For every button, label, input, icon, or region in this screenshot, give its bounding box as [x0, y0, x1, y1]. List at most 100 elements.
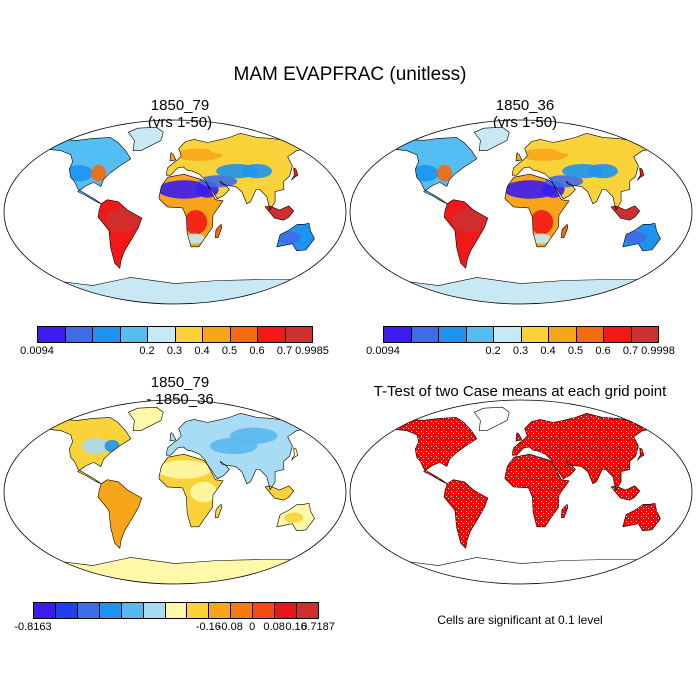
map-border [349, 119, 693, 305]
map-panel-1 [3, 119, 347, 305]
coastline [504, 173, 570, 248]
coastline [637, 447, 645, 461]
coastline [158, 173, 224, 248]
field-region [456, 234, 471, 251]
panel2-title-line2: (yrs 1-50) [492, 114, 558, 131]
significance-note: Cells are significant at 0.1 level [437, 613, 603, 627]
land-region [561, 224, 568, 238]
coastline [291, 167, 299, 181]
field-region [105, 207, 141, 233]
land-region [44, 557, 306, 584]
coastline [511, 132, 655, 211]
field-region [66, 164, 93, 182]
panel1-colorbar-box [257, 326, 286, 343]
coastline [43, 557, 307, 584]
field-region [520, 148, 569, 161]
coastline [264, 485, 295, 501]
field-region [157, 460, 211, 479]
panel3-colorbar-box [33, 602, 56, 619]
panel1-title-line2: (yrs 1-50) [147, 114, 213, 131]
panel1-colorbar-tick-label: 0.6 [249, 345, 265, 357]
panel1-colorbar: 0.0094 0.2 0.3 0.4 0.5 0.6 0.7 0.9985 [20, 326, 329, 362]
panel1-colorbar-tick-label: 0.4 [194, 345, 210, 357]
land-region [396, 417, 477, 484]
panel2-colorbar-box [603, 326, 632, 343]
panel1-colorbar-box [202, 326, 231, 343]
panel3-colorbar-box [186, 602, 210, 619]
coastline [622, 222, 661, 252]
land-region [622, 503, 661, 531]
field-region [190, 481, 217, 503]
panel3-colorbar-tick-label: -0.8163 [14, 621, 52, 633]
land-region [170, 152, 176, 161]
panel2-colorbar-box [630, 326, 659, 343]
coastline [169, 432, 177, 442]
panel3-colorbar-tick-label: -0.16 [195, 621, 221, 633]
panel2-colorbar-tick-label: 0.4 [540, 345, 556, 357]
panel3-colorbar-box [164, 602, 188, 619]
land-region [215, 224, 222, 238]
land-region [98, 479, 142, 549]
field-region [208, 142, 262, 155]
land-region [128, 127, 164, 151]
land-region [170, 432, 176, 441]
coastline [50, 417, 132, 485]
panel3-colorbar-box [98, 602, 122, 619]
panel1-colorbar-box [174, 326, 203, 343]
panel1-title-line1: 1850_79 [150, 97, 210, 114]
coastline [473, 126, 510, 151]
land-region [390, 557, 652, 584]
panel2-colorbar-tick-label: 0.2 [485, 345, 501, 357]
panel2-colorbar-box [575, 326, 604, 343]
coastline [389, 277, 653, 304]
field-region [104, 439, 120, 453]
coastline [291, 447, 299, 461]
coastline [169, 152, 177, 162]
field-region [436, 164, 453, 182]
land-region [474, 407, 510, 431]
coastline [97, 199, 143, 269]
panel4-title: T-Test of two Case means at each grid po… [373, 383, 667, 400]
field-region [545, 175, 584, 188]
panel3-colorbar-tick-label: -0.08 [217, 621, 243, 633]
land-region [637, 448, 644, 461]
panel2-colorbar-box [410, 326, 439, 343]
panel2-colorbar-tick-label: 0.6 [595, 345, 611, 357]
field-region [241, 163, 273, 179]
panel2-colorbar-tick-label: 0.3 [512, 345, 529, 357]
field-region [284, 512, 304, 523]
land-region [474, 127, 510, 151]
panel1-colorbar-box [147, 326, 176, 343]
coastline [389, 557, 653, 584]
coastline [511, 412, 655, 491]
field-region [157, 180, 211, 199]
panel3-colorbar-box [76, 602, 100, 619]
panel3-colorbar-box [142, 602, 166, 619]
land-region [215, 504, 222, 518]
field-region [412, 164, 439, 182]
panel3-title-line1: 1850_79 [150, 374, 210, 391]
panel3-colorbar-box [208, 602, 232, 619]
land-region [390, 277, 652, 304]
coastline [610, 205, 641, 221]
coastline [443, 199, 489, 269]
panel2-colorbar-box [520, 326, 549, 343]
chart-title: MAM EVAPFRAC (unitless) [233, 64, 467, 85]
map-border [3, 119, 347, 305]
land-region [512, 413, 655, 490]
coastline [560, 503, 569, 518]
coastline [97, 479, 143, 549]
field-region [184, 209, 208, 235]
coastline [637, 167, 645, 181]
coastline [610, 485, 641, 501]
panel2-colorbar-box [548, 326, 577, 343]
panel3-title: 1850_79 - 1850_36 [80, 374, 280, 408]
coastline [214, 223, 223, 238]
field-region [554, 142, 608, 155]
field-region [503, 180, 557, 199]
panel2-colorbar-box [383, 326, 412, 343]
panel1-colorbar-box [229, 326, 258, 343]
panel2-colorbar-box [465, 326, 494, 343]
map-border [3, 399, 347, 585]
panel2-colorbar-tick-label: 0.5 [567, 345, 584, 357]
